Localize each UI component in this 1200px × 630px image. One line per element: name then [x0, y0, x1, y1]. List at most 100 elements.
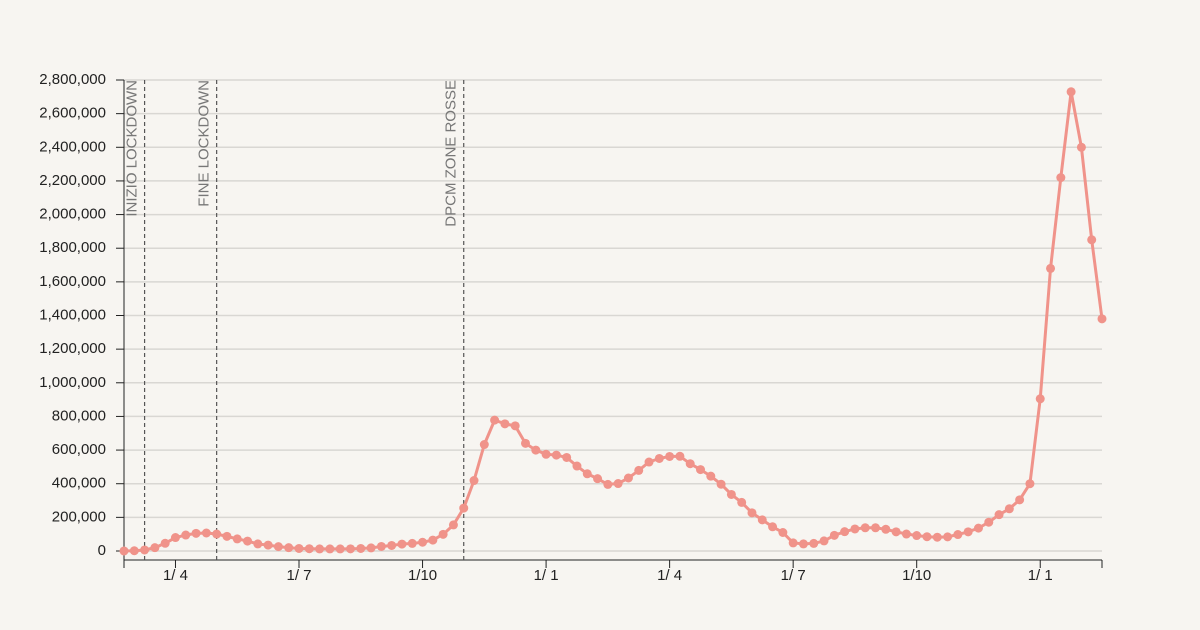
data-point	[634, 465, 644, 475]
data-point	[829, 530, 839, 540]
data-point	[1066, 87, 1076, 97]
data-point	[840, 527, 850, 537]
data-point	[160, 538, 170, 548]
data-point	[973, 523, 983, 533]
data-point	[294, 543, 304, 553]
data-point	[479, 440, 489, 450]
data-point	[263, 540, 273, 550]
data-point	[345, 544, 355, 554]
data-point	[881, 524, 891, 534]
data-point	[304, 544, 314, 554]
data-point	[747, 508, 757, 518]
data-point	[912, 531, 922, 541]
y-tick-label: 800,000	[52, 407, 106, 424]
data-point	[1035, 394, 1045, 404]
y-tick-label: 2,000,000	[39, 206, 106, 223]
data-point	[1056, 173, 1066, 183]
data-point	[129, 546, 139, 556]
data-point	[1004, 504, 1014, 514]
data-point	[737, 497, 747, 507]
x-tick-label: 1/ 4	[163, 567, 188, 584]
data-point	[809, 538, 819, 548]
y-tick-label: 2,600,000	[39, 105, 106, 122]
data-point	[181, 530, 191, 540]
data-point	[551, 450, 561, 460]
data-point	[603, 479, 613, 489]
data-point	[778, 527, 788, 537]
y-tick-label: 2,400,000	[39, 138, 106, 155]
data-point	[376, 541, 386, 551]
data-point	[726, 489, 736, 499]
x-tick-label: 1/10	[408, 567, 437, 584]
data-point	[562, 452, 572, 462]
data-point	[644, 457, 654, 467]
x-tick-label: 1/ 1	[1028, 567, 1053, 584]
data-point	[798, 539, 808, 549]
data-point	[871, 523, 881, 533]
data-point	[757, 515, 767, 525]
y-tick-label: 1,600,000	[39, 273, 106, 290]
data-point	[253, 539, 263, 549]
x-tick-label: 1/10	[902, 567, 931, 584]
data-point	[675, 451, 685, 461]
y-tick-label: 1,800,000	[39, 239, 106, 256]
data-point	[191, 528, 201, 538]
data-point	[418, 537, 428, 547]
data-point	[510, 421, 520, 431]
data-point	[654, 453, 664, 463]
event-label: FINE LOCKDOWN	[196, 80, 213, 207]
data-point	[706, 471, 716, 481]
data-point	[222, 531, 232, 541]
data-point	[685, 459, 695, 469]
data-point	[520, 438, 530, 448]
data-point	[201, 528, 211, 538]
data-point	[170, 533, 180, 543]
data-point	[397, 539, 407, 549]
data-point	[1076, 142, 1086, 152]
data-point	[623, 473, 633, 483]
data-point	[994, 510, 1004, 520]
data-point	[407, 538, 417, 548]
data-point	[1025, 479, 1035, 489]
data-point	[891, 527, 901, 537]
data-point	[335, 544, 345, 554]
y-tick-label: 2,200,000	[39, 172, 106, 189]
data-point	[490, 415, 500, 425]
data-point	[448, 520, 458, 530]
data-point	[531, 445, 541, 455]
data-point	[860, 523, 870, 533]
data-point	[284, 543, 294, 553]
data-point	[140, 545, 150, 555]
data-point	[541, 449, 551, 459]
data-point	[696, 465, 706, 475]
data-point	[850, 524, 860, 534]
data-point	[943, 532, 953, 542]
y-tick-label: 2,800,000	[39, 71, 106, 88]
data-point	[212, 529, 222, 539]
data-point	[963, 527, 973, 537]
x-tick-label: 1/ 7	[286, 567, 311, 584]
data-point	[582, 469, 592, 479]
x-tick-label: 1/ 7	[781, 567, 806, 584]
data-point	[500, 419, 510, 429]
data-point	[1097, 314, 1107, 324]
data-point	[1087, 235, 1097, 245]
y-tick-label: 1,200,000	[39, 340, 106, 357]
data-point	[325, 544, 335, 554]
x-tick-label: 1/ 1	[534, 567, 559, 584]
data-point	[1046, 263, 1056, 273]
data-point	[922, 532, 932, 542]
x-tick-label: 1/ 4	[657, 567, 682, 584]
data-point	[232, 534, 242, 544]
data-point	[613, 479, 623, 489]
data-point	[716, 479, 726, 489]
data-point	[901, 529, 911, 539]
y-tick-label: 1,000,000	[39, 374, 106, 391]
data-point	[665, 451, 675, 461]
data-point	[788, 538, 798, 548]
data-point	[243, 536, 253, 546]
data-point	[119, 546, 129, 556]
data-point	[593, 474, 603, 484]
event-label: DPCM ZONE ROSSE	[443, 80, 460, 227]
